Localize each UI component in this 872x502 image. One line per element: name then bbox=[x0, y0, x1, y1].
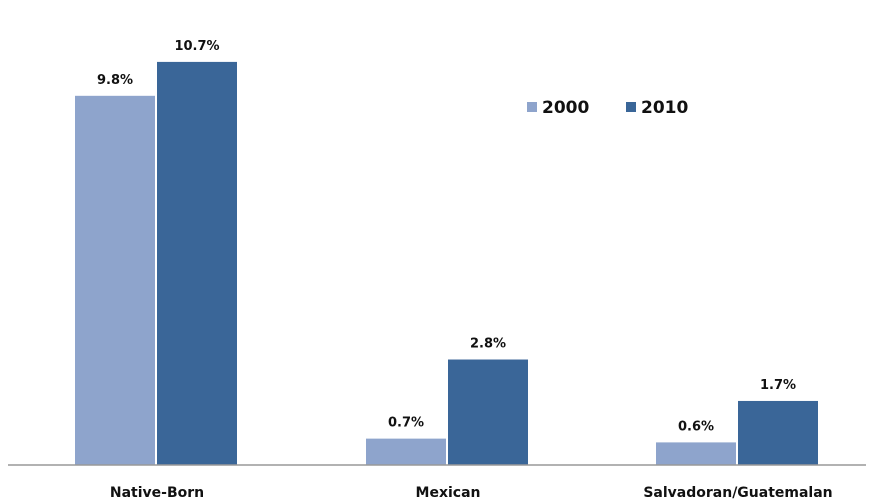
legend-label-2010: 2010 bbox=[641, 98, 688, 118]
data-label-salvadoran-guatemalan-2000: 0.6% bbox=[678, 419, 714, 434]
legend-swatch-2000 bbox=[527, 102, 537, 112]
data-label-salvadoran-guatemalan-2010: 1.7% bbox=[760, 378, 796, 393]
data-label-native-born-2000: 9.8% bbox=[97, 73, 133, 88]
bar-native-born-2010 bbox=[157, 61, 237, 465]
axis-layer: Native-Born Mexican Salvadoran/Guatemalan bbox=[8, 464, 866, 501]
x-tick-label-mexican: Mexican bbox=[416, 485, 481, 501]
x-tick-label-salvadoran-guatemalan: Salvadoran/Guatemalan bbox=[643, 485, 832, 501]
x-tick-label-native-born: Native-Born bbox=[110, 485, 204, 501]
bar-mexican-2000 bbox=[366, 438, 446, 465]
bar-salvadoran-guatemalan-2000 bbox=[656, 442, 736, 465]
bars-layer bbox=[75, 61, 818, 465]
bar-mexican-2010 bbox=[448, 359, 528, 465]
data-label-mexican-2010: 2.8% bbox=[470, 337, 506, 352]
bar-native-born-2000 bbox=[75, 95, 155, 465]
bar-salvadoran-guatemalan-2010 bbox=[738, 400, 818, 465]
legend-label-2000: 2000 bbox=[542, 98, 589, 118]
labels-layer: 9.8% 10.7% 0.7% 2.8% 0.6% 1.7% bbox=[97, 39, 796, 434]
legend: 2000 2010 bbox=[527, 98, 688, 118]
data-label-mexican-2000: 0.7% bbox=[388, 416, 424, 431]
legend-swatch-2010 bbox=[626, 102, 636, 112]
data-label-native-born-2010: 10.7% bbox=[174, 39, 219, 54]
